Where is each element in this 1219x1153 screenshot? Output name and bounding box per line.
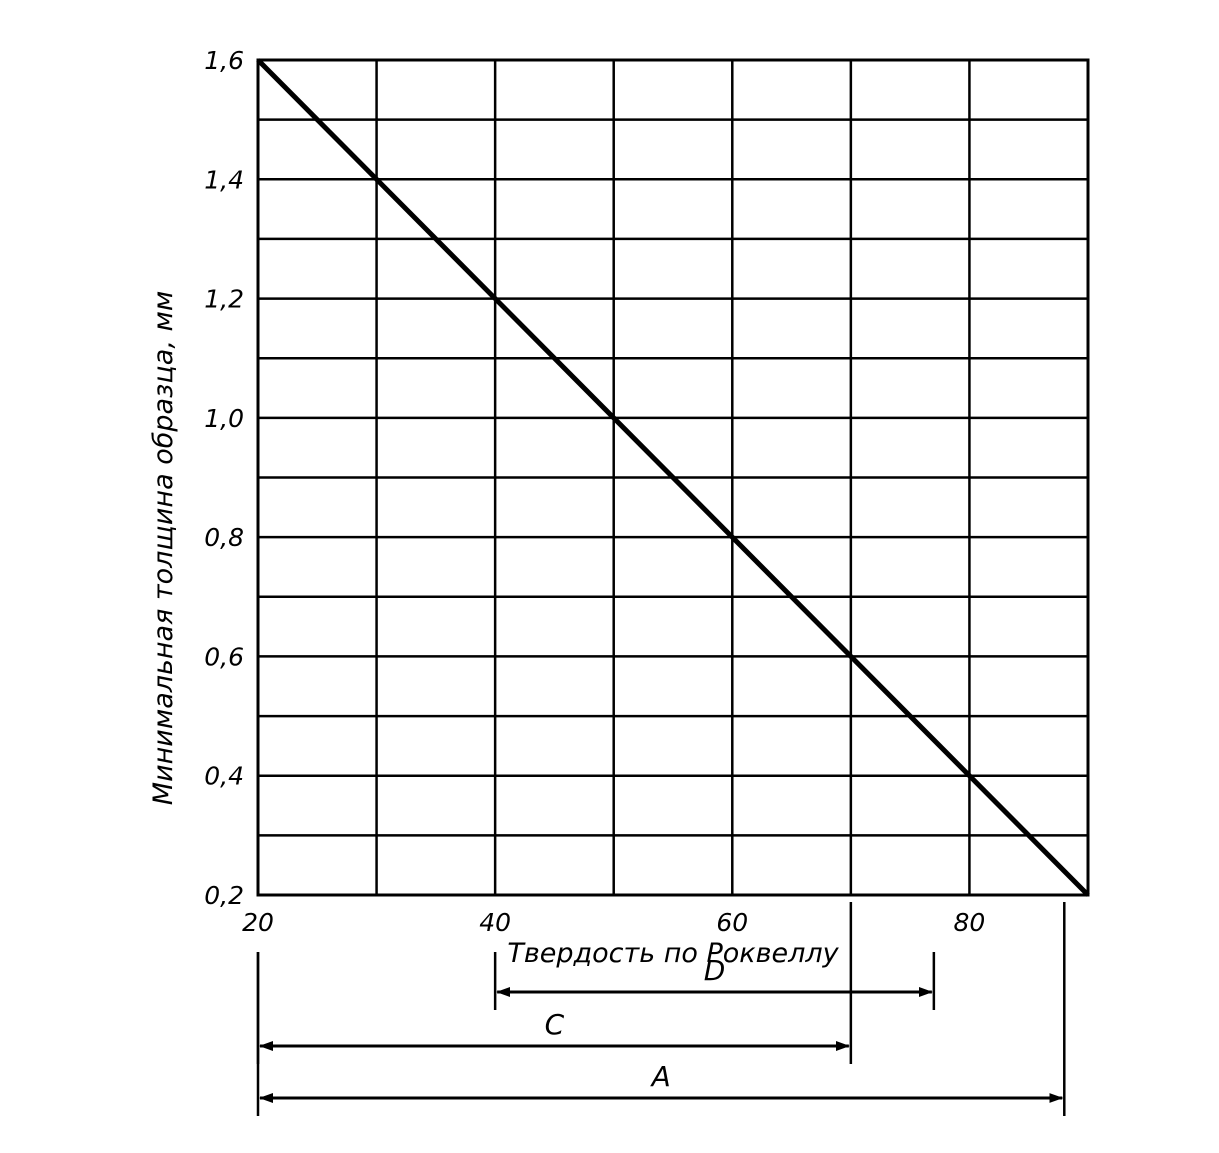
series-line [256, 58, 1090, 897]
plot-border [256, 58, 1090, 897]
x-tick-labels: 20 40 60 80 [242, 908, 985, 937]
range-label-d: D [704, 954, 726, 987]
axis-labels: Твердость по Роквеллу Минимальная толщин… [148, 291, 840, 969]
x-axis-label: Твердость по Роквеллу [507, 938, 839, 969]
y-tick-label: 0,4 [204, 762, 244, 791]
series-layer [256, 58, 1090, 897]
y-tick-label: 0,6 [204, 642, 244, 671]
range-label-c: C [545, 1008, 565, 1041]
y-tick-label: 1,0 [204, 404, 244, 433]
plot-frame [256, 58, 1090, 897]
y-tick-label: 0,8 [204, 523, 244, 552]
x-tick-label: 40 [479, 908, 511, 937]
y-tick-label: 1,2 [204, 285, 244, 314]
y-tick-label: 1,4 [204, 165, 244, 194]
y-tick-label: 1,6 [204, 46, 244, 75]
x-tick-label: 60 [716, 908, 748, 937]
y-tick-label: 0,2 [204, 881, 244, 910]
x-tick-label: 20 [242, 908, 274, 937]
range-dimensions: D C A [256, 902, 1066, 1116]
x-tick-label: 80 [954, 908, 986, 937]
range-label-a: A [650, 1060, 671, 1093]
y-tick-labels: 0,2 0,4 0,6 0,8 1,0 1,2 1,4 1,6 [204, 46, 244, 910]
y-axis-label: Минимальная толщина образца, мм [148, 291, 179, 805]
